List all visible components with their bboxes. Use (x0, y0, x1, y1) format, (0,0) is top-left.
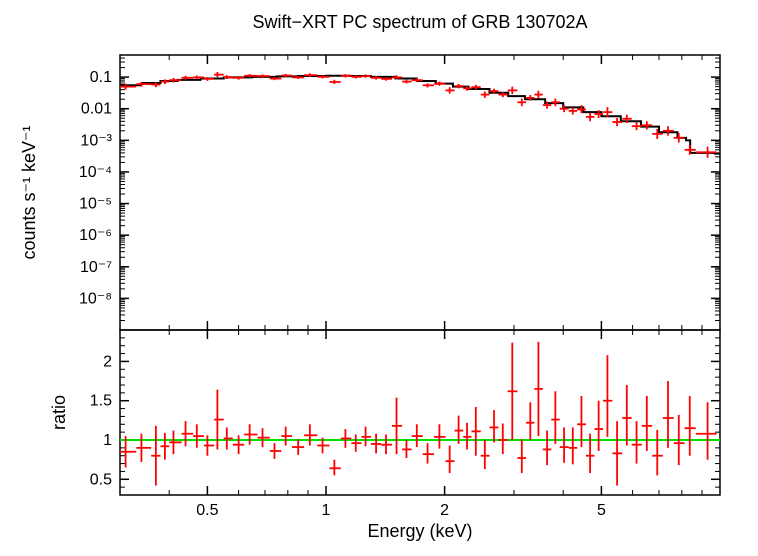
y2-tick-label: 1.5 (90, 393, 112, 410)
y1-tick-label: 10⁻⁸ (79, 290, 112, 307)
y2-tick-label: 0.5 (90, 471, 112, 488)
y1-tick-label: 0.01 (81, 101, 112, 118)
y1-tick-label: 10⁻⁶ (79, 227, 112, 244)
y2-axis-label: ratio (49, 395, 69, 430)
x-axis-label: Energy (keV) (367, 521, 472, 541)
x-tick-label: 5 (597, 502, 606, 519)
y1-tick-label: 10⁻⁵ (79, 196, 112, 213)
x-tick-label: 1 (322, 502, 331, 519)
y1-tick-label: 0.1 (90, 69, 112, 86)
chart-container: Swift−XRT PC spectrum of GRB 130702A Ener… (0, 0, 758, 556)
y1-tick-label: 10⁻⁷ (80, 259, 112, 276)
y1-axis-label: counts s⁻¹ keV⁻¹ (19, 125, 39, 259)
y2-tick-label: 1 (103, 432, 112, 449)
y1-tick-label: 10⁻⁴ (79, 164, 112, 181)
y1-tick-label: 10⁻³ (80, 132, 112, 149)
x-tick-label: 2 (440, 502, 449, 519)
chart-title: Swift−XRT PC spectrum of GRB 130702A (253, 12, 588, 32)
x-tick-label: 0.5 (196, 502, 218, 519)
xray-spectrum-chart: Swift−XRT PC spectrum of GRB 130702A Ener… (0, 0, 758, 556)
y2-tick-label: 2 (103, 353, 112, 370)
